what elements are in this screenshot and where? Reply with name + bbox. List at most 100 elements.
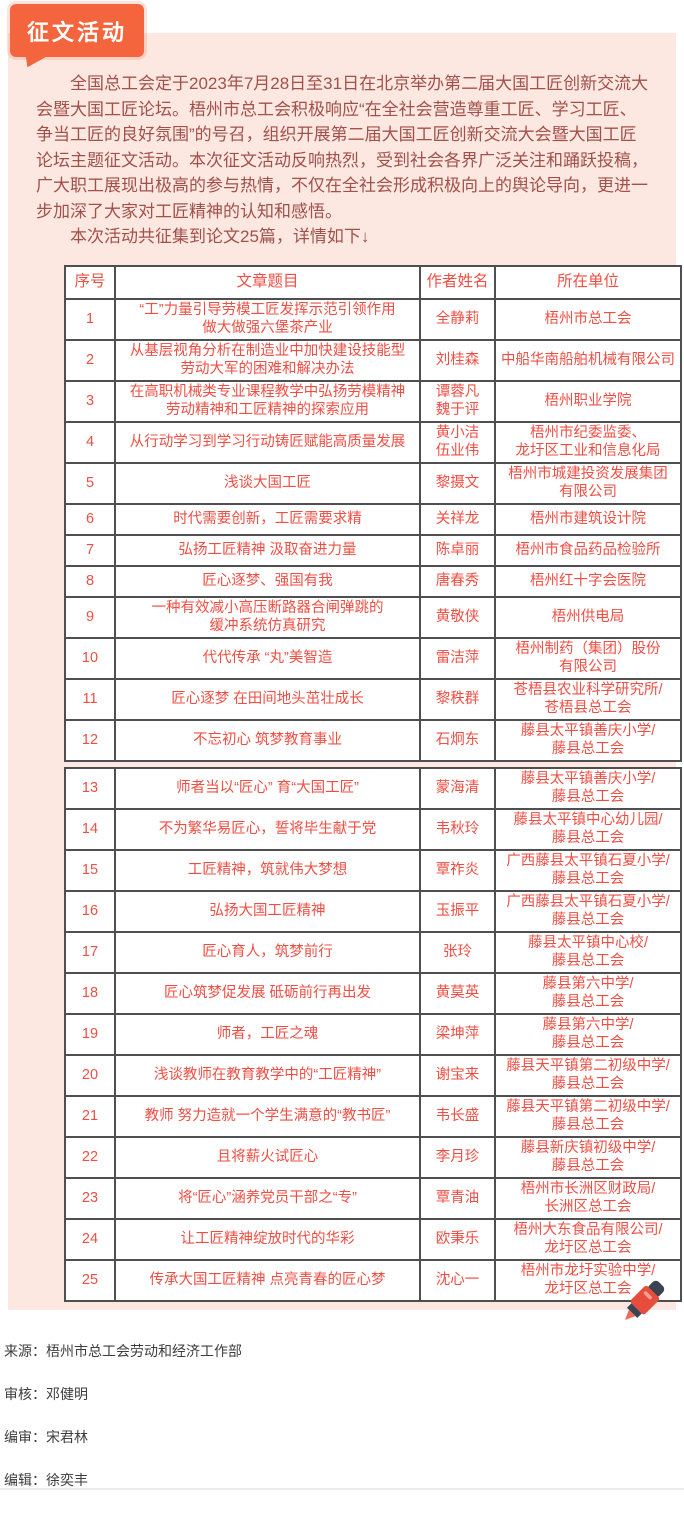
unit-cell: 藤县天平镇第二初级中学/ 藤县总工会 bbox=[494, 1053, 682, 1097]
title-cell: 从行动学习到学习行动铸匠赋能高质量发展 bbox=[114, 420, 421, 464]
title-cell: “工”力量引导劳模工匠发挥示范引领作用 做大做强六堡茶产业 bbox=[114, 297, 421, 341]
table-row: 15 工匠精神，筑就伟大梦想 覃祚炎 广西藤县太平镇石夏小学/ 藤县总工会 bbox=[64, 848, 682, 892]
column-header: 所在单位 bbox=[494, 264, 682, 300]
table-row: 2 从基层视角分析在制造业中加快建设技能型 劳动大军的困难和解决办法 刘桂森 中船华南… bbox=[64, 338, 682, 382]
table-row: 5 浅谈大国工匠 黎摄文 梧州市城建投资发展集团 有限公司 bbox=[64, 461, 682, 505]
title-cell: 匠心逐梦、强国有我 bbox=[114, 564, 421, 598]
badge-ribbon: 征文活动 bbox=[10, 4, 145, 57]
author-cell: 韦长盛 bbox=[419, 1094, 496, 1138]
table-row: 17 匠心育人，筑梦前行 张玲 藤县太平镇中心校/ 藤县总工会 bbox=[64, 930, 682, 974]
bottom-divider bbox=[0, 1488, 684, 1490]
title-cell: 浅谈教师在教育教学中的“工匠精神” bbox=[114, 1053, 421, 1097]
title-cell: 在高职机械类专业课程教学中弘扬劳模精神 劳动精神和工匠精神的探索应用 bbox=[114, 379, 421, 423]
title-cell: 代代传承 “丸”美智造 bbox=[114, 636, 421, 680]
author-cell: 覃祚炎 bbox=[419, 848, 496, 892]
table-row: 3 在高职机械类专业课程教学中弘扬劳模精神 劳动精神和工匠精神的探索应用 谭蓉凡 魏… bbox=[64, 379, 682, 423]
row-number-cell: 20 bbox=[64, 1053, 116, 1097]
title-cell: 从基层视角分析在制造业中加快建设技能型 劳动大军的困难和解决办法 bbox=[114, 338, 421, 382]
title-cell: 时代需要创新，工匠需要求精 bbox=[114, 502, 421, 536]
footer-editor: 编辑：徐奕丰 bbox=[4, 1472, 88, 1488]
row-number-cell: 23 bbox=[64, 1176, 116, 1220]
table-row: 16 弘扬大国工匠精神 玉振平 广西藤县太平镇石夏小学/ 藤县总工会 bbox=[64, 889, 682, 933]
footer-source: 来源：梧州市总工会劳动和经济工作部 bbox=[4, 1343, 242, 1359]
row-number-cell: 22 bbox=[64, 1135, 116, 1179]
unit-cell: 广西藤县太平镇石夏小学/ 藤县总工会 bbox=[494, 848, 682, 892]
author-cell: 黄小洁 伍业伟 bbox=[419, 420, 496, 464]
author-cell: 谭蓉凡 魏于评 bbox=[419, 379, 496, 423]
author-cell: 玉振平 bbox=[419, 889, 496, 933]
column-header: 序号 bbox=[64, 264, 116, 300]
table-row: 14 不为繁华易匠心，誓将毕生献于党 韦秋玲 藤县太平镇中心幼儿园/ 藤县总工会 bbox=[64, 807, 682, 851]
table-row: 21 教师 努力造就一个学生满意的“教书匠” 韦长盛 藤县天平镇第二初级中学/ 藤县总… bbox=[64, 1094, 682, 1138]
table-row: 10 代代传承 “丸”美智造 雷洁萍 梧州制药（集团）股份 有限公司 bbox=[64, 636, 682, 680]
author-cell: 关祥龙 bbox=[419, 502, 496, 536]
row-number-cell: 5 bbox=[64, 461, 116, 505]
author-cell: 欧秉乐 bbox=[419, 1217, 496, 1261]
table-row: 19 师者，工匠之魂 梁坤萍 藤县第六中学/ 藤县总工会 bbox=[64, 1012, 682, 1056]
author-cell: 沈心一 bbox=[419, 1258, 496, 1302]
column-header: 文章题目 bbox=[114, 264, 421, 300]
essay-table-part-2: 13 师者当以“匠心” 育“大国工匠” 蒙海清 藤县太平镇善庆小学/ 藤县总工会 14 不… bbox=[64, 766, 682, 1302]
unit-cell: 梧州市总工会 bbox=[494, 297, 682, 341]
table-row: 11 匠心逐梦 在田间地头茁壮成长 黎秩群 苍梧县农业科学研究所/ 苍梧县总工会 bbox=[64, 677, 682, 721]
title-cell: 不忘初心 筑梦教育事业 bbox=[114, 718, 421, 762]
unit-cell: 广西藤县太平镇石夏小学/ 藤县总工会 bbox=[494, 889, 682, 933]
title-cell: 教师 努力造就一个学生满意的“教书匠” bbox=[114, 1094, 421, 1138]
intro-paragraph-2: 本次活动共征集到论文25篇，详情如下↓ bbox=[70, 227, 370, 246]
row-number-cell: 14 bbox=[64, 807, 116, 851]
essay-table-container: 序号 文章题目 作者姓名 所在单位 1 “工”力量引导劳模工匠发挥示范引领作用 做大做强… bbox=[64, 264, 682, 1302]
author-cell: 张玲 bbox=[419, 930, 496, 974]
table-header-row: 序号 文章题目 作者姓名 所在单位 bbox=[64, 264, 682, 300]
unit-cell: 中船华南船舶机械有限公司 bbox=[494, 338, 682, 382]
author-cell: 陈卓丽 bbox=[419, 533, 496, 567]
title-cell: 匠心逐梦 在田间地头茁壮成长 bbox=[114, 677, 421, 721]
essay-table-part-1: 序号 文章题目 作者姓名 所在单位 1 “工”力量引导劳模工匠发挥示范引领作用 做大做强… bbox=[64, 264, 682, 762]
unit-cell: 梧州红十字会医院 bbox=[494, 564, 682, 598]
footer-reviewer: 审核：邓健明 bbox=[4, 1386, 88, 1402]
unit-cell: 藤县太平镇善庆小学/ 藤县总工会 bbox=[494, 766, 682, 810]
title-cell: 弘扬大国工匠精神 bbox=[114, 889, 421, 933]
table-row: 23 将“匠心”涵养党员干部之“专” 覃青油 梧州市长洲区财政局/ 长洲区总工会 bbox=[64, 1176, 682, 1220]
unit-cell: 梧州供电局 bbox=[494, 595, 682, 639]
unit-cell: 苍梧县农业科学研究所/ 苍梧县总工会 bbox=[494, 677, 682, 721]
unit-cell: 梧州制药（集团）股份 有限公司 bbox=[494, 636, 682, 680]
row-number-cell: 18 bbox=[64, 971, 116, 1015]
author-cell: 蒙海清 bbox=[419, 766, 496, 810]
author-cell: 黄莫英 bbox=[419, 971, 496, 1015]
table-row: 9 一种有效减小高压断路器合闸弹跳的 缓冲系统仿真研究 黄敬侠 梧州供电局 bbox=[64, 595, 682, 639]
title-cell: 师者当以“匠心” 育“大国工匠” bbox=[114, 766, 421, 810]
author-cell: 黎摄文 bbox=[419, 461, 496, 505]
title-cell: 不为繁华易匠心，誓将毕生献于党 bbox=[114, 807, 421, 851]
table-row: 22 且将薪火试匠心 李月珍 藤县新庆镇初级中学/ 藤县总工会 bbox=[64, 1135, 682, 1179]
unit-cell: 梧州市城建投资发展集团 有限公司 bbox=[494, 461, 682, 505]
row-number-cell: 11 bbox=[64, 677, 116, 721]
unit-cell: 藤县太平镇善庆小学/ 藤县总工会 bbox=[494, 718, 682, 762]
row-number-cell: 19 bbox=[64, 1012, 116, 1056]
table-row: 13 师者当以“匠心” 育“大国工匠” 蒙海清 藤县太平镇善庆小学/ 藤县总工会 bbox=[64, 766, 682, 810]
author-cell: 谢宝来 bbox=[419, 1053, 496, 1097]
table-row: 1 “工”力量引导劳模工匠发挥示范引领作用 做大做强六堡茶产业 全静莉 梧州市总工会 bbox=[64, 297, 682, 341]
row-number-cell: 1 bbox=[64, 297, 116, 341]
author-cell: 覃青油 bbox=[419, 1176, 496, 1220]
author-cell: 雷洁萍 bbox=[419, 636, 496, 680]
author-cell: 梁坤萍 bbox=[419, 1012, 496, 1056]
unit-cell: 梧州市长洲区财政局/ 长洲区总工会 bbox=[494, 1176, 682, 1220]
row-number-cell: 21 bbox=[64, 1094, 116, 1138]
unit-cell: 藤县太平镇中心校/ 藤县总工会 bbox=[494, 930, 682, 974]
row-number-cell: 12 bbox=[64, 718, 116, 762]
title-cell: 弘扬工匠精神 汲取奋进力量 bbox=[114, 533, 421, 567]
title-cell: 匠心育人，筑梦前行 bbox=[114, 930, 421, 974]
unit-cell: 梧州市龙圩实验中学/ 龙圩区总工会 bbox=[494, 1258, 682, 1302]
author-cell: 全静莉 bbox=[419, 297, 496, 341]
table-row: 18 匠心筑梦促发展 砥砺前行再出发 黄莫英 藤县第六中学/ 藤县总工会 bbox=[64, 971, 682, 1015]
row-number-cell: 24 bbox=[64, 1217, 116, 1261]
unit-cell: 藤县第六中学/ 藤县总工会 bbox=[494, 1012, 682, 1056]
unit-cell: 藤县太平镇中心幼儿园/ 藤县总工会 bbox=[494, 807, 682, 851]
row-number-cell: 25 bbox=[64, 1258, 116, 1302]
table-row: 7 弘扬工匠精神 汲取奋进力量 陈卓丽 梧州市食品药品检验所 bbox=[64, 533, 682, 567]
unit-cell: 藤县天平镇第二初级中学/ 藤县总工会 bbox=[494, 1094, 682, 1138]
title-cell: 传承大国工匠精神 点亮青春的匠心梦 bbox=[114, 1258, 421, 1302]
table-header: 序号 文章题目 作者姓名 所在单位 bbox=[64, 264, 682, 300]
unit-cell: 梧州市纪委监委、 龙圩区工业和信息化局 bbox=[494, 420, 682, 464]
author-cell: 韦秋玲 bbox=[419, 807, 496, 851]
